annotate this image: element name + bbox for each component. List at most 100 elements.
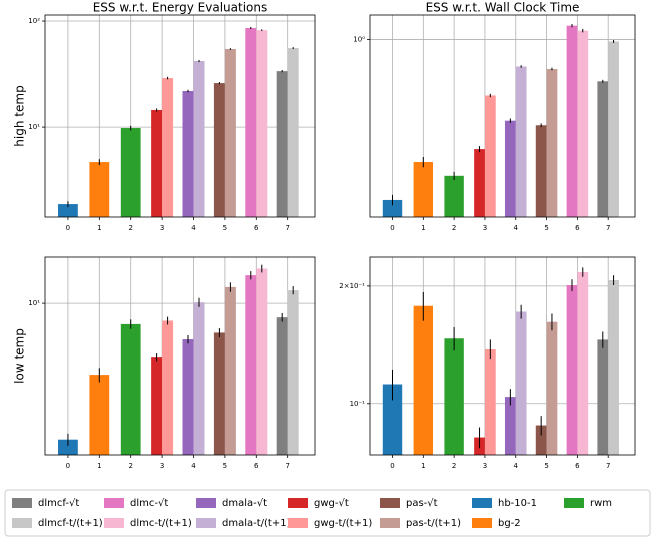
- bar: [444, 338, 464, 455]
- x-tick-label: 7: [285, 462, 289, 470]
- legend-swatch: [472, 518, 492, 528]
- legend-label: bg-2: [498, 518, 521, 529]
- legend-label: pas-√t: [406, 498, 438, 509]
- x-tick-label: 4: [514, 224, 519, 232]
- legend-swatch: [288, 518, 308, 528]
- bar: [577, 30, 589, 218]
- x-tick-label: 7: [606, 462, 610, 470]
- legend-swatch: [12, 498, 32, 508]
- bar: [276, 71, 288, 217]
- x-tick-label: 5: [544, 224, 548, 232]
- x-tick-label: 7: [606, 224, 610, 232]
- legend-label: dmala-√t: [222, 498, 267, 509]
- plot-frame: [44, 14, 316, 218]
- bar: [546, 321, 558, 455]
- bar: [182, 90, 194, 217]
- legend-label: rwm: [590, 498, 612, 509]
- bar: [535, 125, 547, 217]
- x-tick-label: 7: [285, 224, 289, 232]
- legend-label: gwg-√t: [314, 498, 349, 509]
- x-tick-label: 5: [223, 462, 227, 470]
- x-tick-label: 4: [191, 224, 196, 232]
- bar: [287, 48, 299, 218]
- x-tick-label: 4: [191, 462, 196, 470]
- x-tick-label: 6: [575, 462, 580, 470]
- x-tick-label: 1: [97, 224, 101, 232]
- bar: [597, 339, 609, 455]
- x-tick-label: 6: [575, 224, 580, 232]
- legend-label: pas-t/(t+1): [406, 518, 461, 529]
- legend-swatch: [104, 498, 124, 508]
- plot-frame: [369, 14, 636, 218]
- legend-swatch: [12, 518, 32, 528]
- legend-swatch: [104, 518, 124, 528]
- bar: [608, 41, 619, 218]
- x-tick-label: 5: [544, 462, 548, 470]
- legend-label: dlmcf-t/(t+1): [38, 518, 103, 529]
- legend-label: dlmc-t/(t+1): [130, 518, 192, 529]
- bar: [413, 305, 434, 455]
- y-tick-label: 2×10⁻¹: [339, 282, 365, 290]
- bar: [515, 66, 527, 217]
- bar: [162, 320, 174, 455]
- legend-label: dlmcf-√t: [38, 498, 79, 509]
- bar: [546, 68, 558, 217]
- bar: [162, 78, 174, 217]
- bar: [151, 109, 163, 217]
- bar: [151, 357, 163, 455]
- bar: [504, 397, 516, 455]
- y-tick-label: 10¹: [28, 299, 40, 307]
- x-tick-label: 3: [160, 462, 164, 470]
- bar: [193, 302, 205, 455]
- y-tick-label: 10⁰: [353, 36, 365, 44]
- legend-label: dlmc-√t: [130, 498, 168, 509]
- y-tick-label: 10⁻¹: [350, 400, 366, 408]
- y-axis-label: low temp: [13, 328, 27, 384]
- legend-swatch: [380, 498, 400, 508]
- bar: [504, 120, 516, 217]
- plot-frame: [369, 256, 636, 456]
- bar: [484, 95, 496, 217]
- x-tick-label: 2: [452, 462, 456, 470]
- legend-label: dmala-t/(t+1): [222, 518, 291, 529]
- bar: [474, 149, 485, 217]
- bar: [382, 384, 403, 455]
- legend-swatch: [564, 498, 584, 508]
- chart-title: ESS w.r.t. Wall Clock Time: [426, 1, 580, 15]
- x-tick-label: 3: [160, 224, 164, 232]
- y-tick-label: 10²: [28, 17, 40, 25]
- bar: [256, 268, 268, 455]
- x-tick-label: 0: [390, 224, 394, 232]
- bar: [597, 81, 609, 217]
- x-tick-label: 2: [128, 224, 132, 232]
- legend-swatch: [196, 498, 216, 508]
- bar: [608, 280, 619, 455]
- bar: [566, 285, 578, 455]
- bar: [413, 162, 434, 217]
- bar: [224, 48, 236, 217]
- x-tick-label: 6: [254, 224, 259, 232]
- legend-swatch: [196, 518, 216, 528]
- y-axis-label: high temp: [13, 85, 27, 146]
- bar: [535, 425, 547, 455]
- chart-title: ESS w.r.t. Energy Evaluations: [93, 1, 268, 15]
- bar: [287, 290, 299, 455]
- legend-swatch: [380, 518, 400, 528]
- x-tick-label: 0: [66, 462, 70, 470]
- bar: [89, 162, 110, 217]
- bar: [484, 348, 496, 455]
- bar: [566, 25, 578, 217]
- bar: [444, 175, 464, 217]
- x-tick-label: 5: [223, 224, 227, 232]
- bar: [515, 311, 527, 455]
- bar: [193, 60, 205, 218]
- bar: [245, 27, 257, 217]
- x-tick-label: 4: [514, 462, 519, 470]
- bar: [276, 317, 288, 455]
- x-tick-label: 2: [452, 224, 456, 232]
- bar: [213, 83, 225, 217]
- bar: [382, 199, 403, 217]
- x-tick-label: 3: [483, 224, 487, 232]
- y-tick-label: 10¹: [28, 123, 40, 131]
